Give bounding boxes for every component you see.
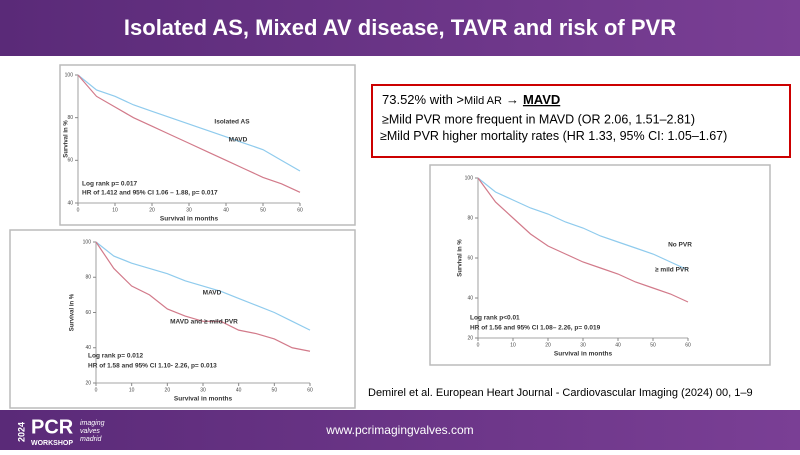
header-bar (0, 0, 800, 56)
y-tick-label: 80 (85, 275, 91, 281)
annotation: HR of 1.56 and 95% CI 1.08– 2.26, p= 0.0… (470, 325, 601, 332)
x-tick-label: 10 (112, 207, 118, 213)
x-tick-label: 40 (223, 207, 229, 213)
chart-frame (9, 229, 356, 409)
box-line: ≥Mild PVR more frequent in MAVD (OR 2.06… (382, 112, 695, 126)
x-tick-label: 60 (685, 342, 691, 348)
series-label: No PVR (668, 242, 692, 249)
x-tick-label: 30 (200, 387, 206, 393)
x-tick-label: 0 (477, 342, 480, 348)
x-tick-label: 0 (95, 387, 98, 393)
box-text: MAVD (523, 92, 560, 107)
series-label: MAVD (229, 137, 248, 144)
x-tick-label: 0 (77, 207, 80, 213)
y-tick-label: 20 (467, 335, 473, 341)
y-tick-label: 40 (467, 295, 473, 301)
x-axis-label: Survival in months (160, 216, 219, 223)
y-axis-label: Survival in % (64, 120, 70, 158)
x-axis-label: Survival in months (174, 396, 233, 403)
x-tick-label: 10 (129, 387, 135, 393)
box-line: 73.52% with >Mild AR → MAVD (382, 92, 560, 107)
annotation: Log rank p= 0.012 (88, 353, 143, 360)
annotation: HR of 1.412 and 95% CI 1.06 – 1.88, p= 0… (82, 190, 218, 197)
footer-brand: valves (80, 428, 100, 435)
series-label: ≥ mild PVR (655, 267, 689, 274)
footer-brand: imaging (80, 420, 105, 427)
y-tick-label: 100 (465, 175, 474, 181)
x-tick-label: 20 (149, 207, 155, 213)
x-tick-label: 30 (580, 342, 586, 348)
survival-curve (95, 241, 311, 352)
survival-curve (95, 241, 311, 331)
y-axis-label: Survival in % (70, 293, 76, 331)
chart-frame (429, 164, 771, 366)
x-tick-label: 20 (545, 342, 551, 348)
series-label: Isolated AS (214, 119, 250, 126)
y-tick-label: 60 (85, 310, 91, 316)
box-line: ≥Mild PVR higher mortality rates (HR 1.3… (380, 129, 728, 143)
box-wrap: ≥Mild PVR higher mortality rates (HR 1.3… (380, 129, 728, 143)
y-tick-label: 40 (85, 345, 91, 351)
x-tick-label: 60 (297, 207, 303, 213)
annotation: HR of 1.58 and 95% CI 1.10- 2.26, p= 0.0… (88, 363, 217, 370)
y-tick-label: 60 (67, 158, 73, 164)
series-label: MAVD (203, 290, 222, 297)
annotation: Log rank p<0.01 (470, 315, 520, 322)
y-tick-label: 80 (67, 115, 73, 121)
survival-curve (77, 74, 301, 172)
y-axis-label: Survival in % (458, 239, 464, 277)
box-text: Mild AR (464, 95, 502, 107)
x-tick-label: 50 (650, 342, 656, 348)
title: Isolated AS, Mixed AV disease, TAVR and … (124, 15, 676, 40)
citation: Demirel et al. European Heart Journal - … (368, 388, 753, 399)
y-tick-label: 60 (467, 255, 473, 261)
x-tick-label: 40 (615, 342, 621, 348)
y-tick-label: 100 (65, 72, 74, 78)
y-tick-label: 40 (67, 200, 73, 206)
footer-workshop: WORKSHOP (31, 440, 73, 447)
footer-url: www.pcrimagingvalves.com (325, 423, 473, 437)
survival-curve (77, 74, 301, 193)
x-axis-label: Survival in months (554, 351, 613, 358)
x-tick-label: 50 (272, 387, 278, 393)
footer-logo: PCR (31, 416, 74, 438)
x-tick-label: 10 (510, 342, 516, 348)
footer-brand: madrid (80, 436, 103, 443)
x-tick-label: 20 (165, 387, 171, 393)
citation-wrap: Demirel et al. European Heart Journal - … (368, 388, 753, 399)
footer-bar (0, 410, 800, 450)
footer-year: 2024 (16, 422, 26, 442)
x-tick-label: 50 (260, 207, 266, 213)
chart-frame (59, 64, 356, 226)
survival-curve (477, 177, 689, 271)
box-arrow: → (506, 92, 519, 107)
y-tick-label: 100 (83, 239, 92, 245)
x-tick-label: 40 (236, 387, 242, 393)
annotation: Log rank p= 0.017 (82, 181, 137, 188)
y-tick-label: 80 (467, 215, 473, 221)
x-tick-label: 30 (186, 207, 192, 213)
box-text: 73.52% with > (382, 92, 464, 107)
survival-curve (477, 177, 689, 303)
text-box (371, 84, 791, 158)
x-tick-label: 60 (307, 387, 313, 393)
series-label: MAVD and ≥ mild PVR (170, 319, 238, 326)
y-tick-label: 20 (85, 380, 91, 386)
